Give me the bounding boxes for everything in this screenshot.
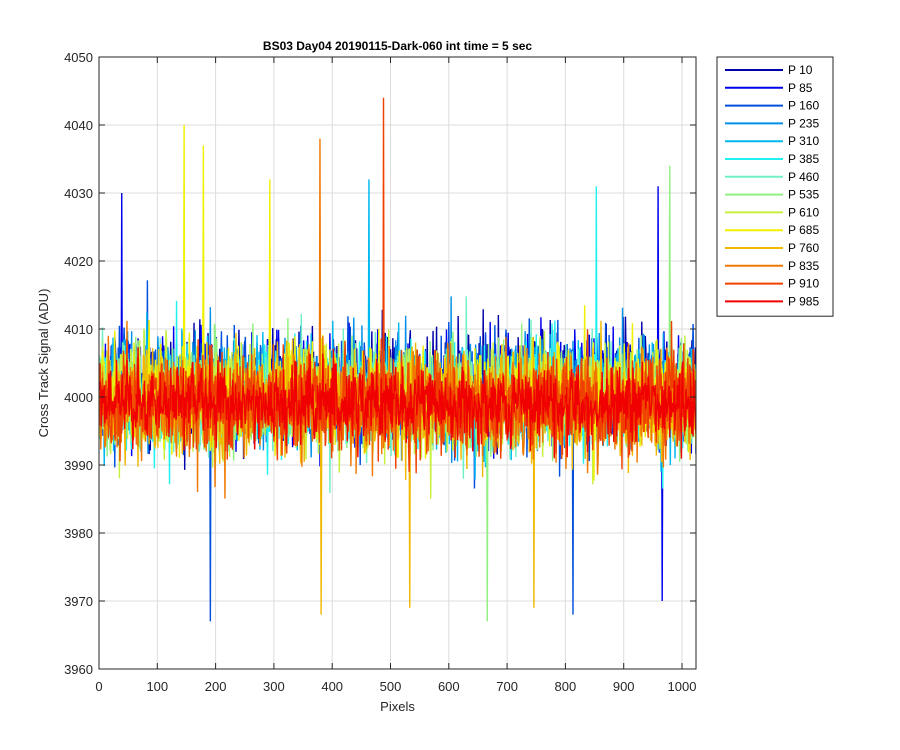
legend-label: P 235 bbox=[788, 116, 819, 130]
legend-label: P 610 bbox=[788, 205, 819, 219]
x-tick-label: 700 bbox=[496, 679, 518, 694]
x-tick-label: 1000 bbox=[668, 679, 697, 694]
legend-label: P 985 bbox=[788, 294, 819, 308]
series-line bbox=[99, 97, 696, 474]
plot-frame bbox=[98, 56, 697, 670]
legend-label: P 10 bbox=[788, 63, 813, 77]
y-tick-label: 3960 bbox=[64, 662, 93, 677]
series-layer bbox=[99, 97, 696, 622]
y-tick-label: 4040 bbox=[64, 118, 93, 133]
legend-label: P 460 bbox=[788, 170, 819, 184]
x-tick-label: 400 bbox=[321, 679, 343, 694]
y-tick-label: 3970 bbox=[64, 594, 93, 609]
legend-label: P 310 bbox=[788, 134, 819, 148]
legend-box bbox=[716, 56, 834, 317]
x-tick-label: 200 bbox=[205, 679, 227, 694]
y-tick-label: 4030 bbox=[64, 186, 93, 201]
legend-label: P 535 bbox=[788, 188, 819, 202]
legend-label: P 760 bbox=[788, 241, 819, 255]
legend-label: P 685 bbox=[788, 223, 819, 237]
chart-title: BS03 Day04 20190115-Dark-060 int time = … bbox=[263, 39, 533, 53]
x-tick-label: 100 bbox=[146, 679, 168, 694]
x-tick-label: 300 bbox=[263, 679, 285, 694]
x-tick-label: 500 bbox=[380, 679, 402, 694]
y-tick-label: 4020 bbox=[64, 254, 93, 269]
x-tick-label: 600 bbox=[438, 679, 460, 694]
y-tick-label: 4050 bbox=[64, 50, 93, 65]
y-tick-label: 4000 bbox=[64, 390, 93, 405]
x-tick-label: 800 bbox=[555, 679, 577, 694]
legend-label: P 85 bbox=[788, 81, 813, 95]
x-axis-label: Pixels bbox=[380, 699, 415, 714]
legend-label: P 160 bbox=[788, 99, 819, 113]
y-tick-label: 3980 bbox=[64, 526, 93, 541]
x-tick-label: 0 bbox=[95, 679, 102, 694]
y-axis-label: Cross Track Signal (ADU) bbox=[36, 289, 51, 438]
legend-label: P 835 bbox=[788, 259, 819, 273]
x-tick-label: 900 bbox=[613, 679, 635, 694]
series-line bbox=[99, 347, 696, 459]
x-axis: 0 100 200 300 400 500 600 700 800 900 1000 bbox=[95, 57, 696, 694]
y-tick-label: 3990 bbox=[64, 458, 93, 473]
legend-label: P 910 bbox=[788, 277, 819, 291]
legend: P 10 P 85 P 160 P 235 P 310 P 385 P 460 P 535 P … bbox=[716, 56, 834, 317]
legend-label: P 385 bbox=[788, 152, 819, 166]
y-tick-label: 4010 bbox=[64, 322, 93, 337]
y-axis: 3960 3970 3980 3990 4000 4010 4020 4030 4040 4050 bbox=[64, 50, 696, 677]
